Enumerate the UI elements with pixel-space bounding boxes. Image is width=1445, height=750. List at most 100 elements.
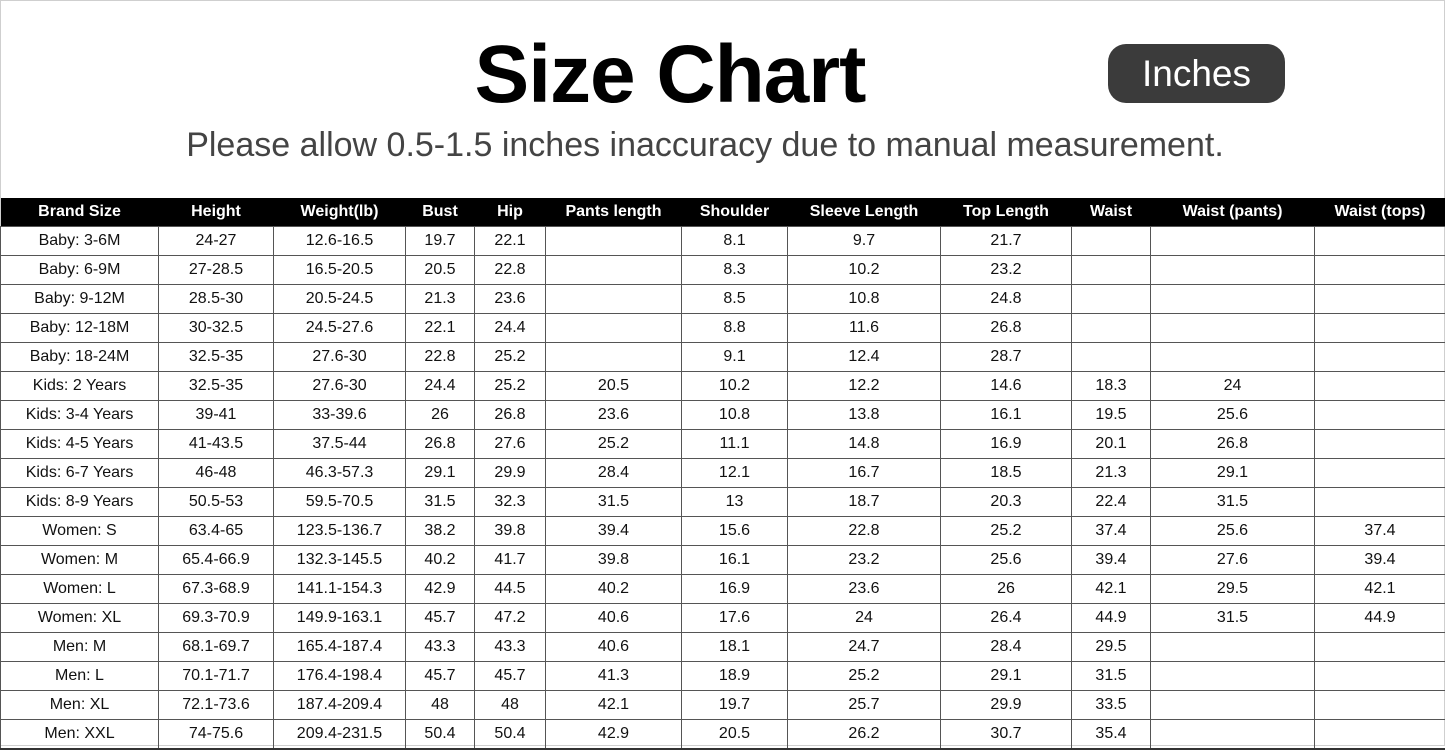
- column-header: Hip: [475, 198, 546, 227]
- table-cell: 20.5: [682, 720, 788, 750]
- table-cell: [1072, 343, 1151, 372]
- table-cell: 16.9: [941, 430, 1072, 459]
- table-cell: 25.6: [941, 546, 1072, 575]
- unit-badge: Inches: [1108, 44, 1285, 103]
- table-cell: 8.8: [682, 314, 788, 343]
- table-cell: 26.2: [788, 720, 941, 750]
- column-header: Sleeve Length: [788, 198, 941, 227]
- table-cell: 18.7: [788, 488, 941, 517]
- column-header: Top Length: [941, 198, 1072, 227]
- table-cell: 24: [1151, 372, 1315, 401]
- table-cell: 24.8: [941, 285, 1072, 314]
- table-cell: 187.4-209.4: [274, 691, 406, 720]
- table-cell: [1315, 720, 1445, 750]
- table-cell: Baby: 3-6M: [1, 227, 159, 256]
- table-cell: [1151, 227, 1315, 256]
- page-subtitle: Please allow 0.5-1.5 inches inaccuracy d…: [0, 126, 1410, 165]
- table-cell: 41-43.5: [159, 430, 274, 459]
- table-cell: [1151, 662, 1315, 691]
- table-cell: 32.5-35: [159, 343, 274, 372]
- table-cell: [1151, 691, 1315, 720]
- table-cell: 20.5: [406, 256, 475, 285]
- table-cell: 26.4: [941, 604, 1072, 633]
- table-cell: 48: [406, 691, 475, 720]
- table-cell: 29.1: [1151, 459, 1315, 488]
- table-cell: 37.4: [1315, 517, 1445, 546]
- table-cell: 46-48: [159, 459, 274, 488]
- table-cell: 21.7: [941, 227, 1072, 256]
- table-cell: 22.8: [788, 517, 941, 546]
- table-cell: [1072, 227, 1151, 256]
- table-cell: [1072, 256, 1151, 285]
- table-cell: 14.6: [941, 372, 1072, 401]
- table-cell: 24: [788, 604, 941, 633]
- table-cell: [1315, 285, 1445, 314]
- table-cell: [1315, 488, 1445, 517]
- table-cell: 31.5: [546, 488, 682, 517]
- table-cell: 149.9-163.1: [274, 604, 406, 633]
- table-cell: 50.4: [406, 720, 475, 750]
- table-cell: 23.6: [788, 575, 941, 604]
- table-cell: 42.9: [546, 720, 682, 750]
- table-cell: [1151, 256, 1315, 285]
- table-cell: 48: [475, 691, 546, 720]
- table-cell: 50.5-53: [159, 488, 274, 517]
- table-cell: Kids: 4-5 Years: [1, 430, 159, 459]
- table-cell: [1151, 720, 1315, 750]
- table-cell: 63.4-65: [159, 517, 274, 546]
- table-cell: 30.7: [941, 720, 1072, 750]
- table-cell: [1151, 314, 1315, 343]
- table-cell: 27.6-30: [274, 372, 406, 401]
- table-cell: 16.5-20.5: [274, 256, 406, 285]
- table-cell: 13: [682, 488, 788, 517]
- table-cell: 69.3-70.9: [159, 604, 274, 633]
- table-cell: 24.4: [475, 314, 546, 343]
- table-cell: Kids: 3-4 Years: [1, 401, 159, 430]
- table-cell: 37.5-44: [274, 430, 406, 459]
- table-cell: [1151, 633, 1315, 662]
- table-cell: 25.2: [475, 343, 546, 372]
- table-cell: 67.3-68.9: [159, 575, 274, 604]
- table-cell: [1315, 430, 1445, 459]
- table-cell: 31.5: [1072, 662, 1151, 691]
- table-cell: 18.5: [941, 459, 1072, 488]
- table-cell: 44.9: [1315, 604, 1445, 633]
- table-cell: [1072, 314, 1151, 343]
- table-cell: Women: S: [1, 517, 159, 546]
- table-cell: 39.4: [546, 517, 682, 546]
- table-cell: 45.7: [406, 604, 475, 633]
- table-cell: 12.2: [788, 372, 941, 401]
- table-cell: 25.6: [1151, 517, 1315, 546]
- table-cell: [1315, 459, 1445, 488]
- table-cell: 45.7: [475, 662, 546, 691]
- table-cell: [1315, 633, 1445, 662]
- table-cell: 19.5: [1072, 401, 1151, 430]
- table-cell: Women: L: [1, 575, 159, 604]
- table-cell: 25.2: [941, 517, 1072, 546]
- table-cell: 38.2: [406, 517, 475, 546]
- table-cell: 18.3: [1072, 372, 1151, 401]
- table-cell: 19.7: [406, 227, 475, 256]
- table-cell: Kids: 2 Years: [1, 372, 159, 401]
- table-cell: 25.6: [1151, 401, 1315, 430]
- table-cell: 25.7: [788, 691, 941, 720]
- table-cell: 165.4-187.4: [274, 633, 406, 662]
- table-cell: 44.9: [1072, 604, 1151, 633]
- table-cell: 13.8: [788, 401, 941, 430]
- table-cell: 42.9: [406, 575, 475, 604]
- table-cell: 28.4: [941, 633, 1072, 662]
- table-cell: 35.4: [1072, 720, 1151, 750]
- column-header: Height: [159, 198, 274, 227]
- table-cell: 10.2: [788, 256, 941, 285]
- table-cell: Kids: 8-9 Years: [1, 488, 159, 517]
- table-cell: 20.5-24.5: [274, 285, 406, 314]
- table-cell: 25.2: [788, 662, 941, 691]
- table-cell: 32.3: [475, 488, 546, 517]
- table-cell: Baby: 6-9M: [1, 256, 159, 285]
- table-cell: 15.6: [682, 517, 788, 546]
